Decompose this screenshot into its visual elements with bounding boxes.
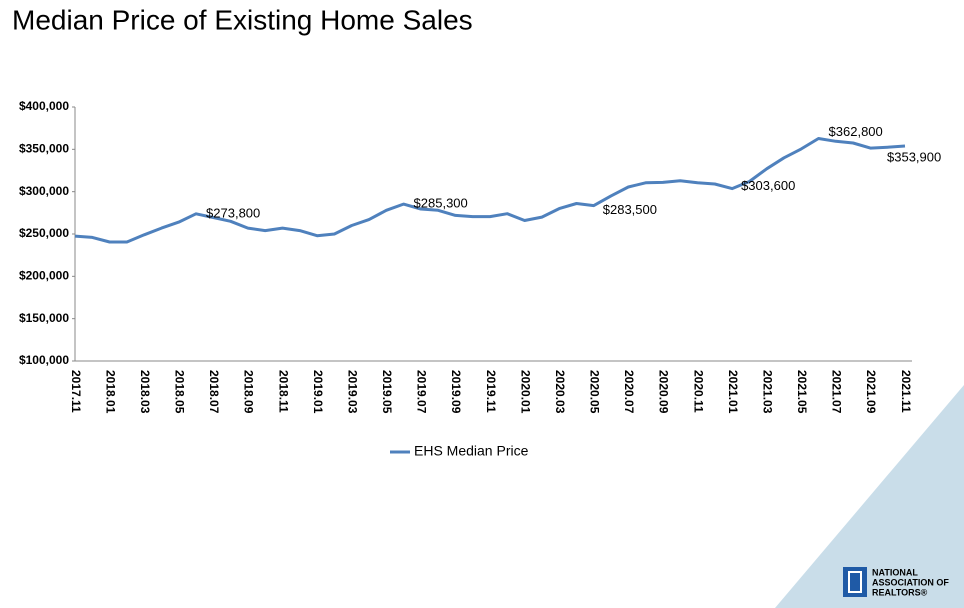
y-tick-label: $100,000	[19, 353, 69, 367]
x-tick-label: 2019.07	[415, 370, 429, 414]
x-tick-label: 2021.05	[795, 370, 809, 414]
x-tick-label: 2018.11	[276, 370, 290, 413]
x-tick-label: 2021.07	[830, 370, 844, 414]
x-tick-label: 2018.07	[207, 370, 221, 414]
data-label: $273,800	[206, 205, 260, 220]
data-label: $283,500	[603, 202, 657, 217]
y-tick-label: $300,000	[19, 184, 69, 198]
decor-triangle	[775, 385, 964, 608]
x-tick-label: 2018.09	[242, 370, 256, 414]
data-label: $362,800	[829, 124, 883, 139]
x-tick-label: 2021.11	[899, 370, 913, 413]
data-label: $303,600	[741, 178, 795, 193]
line	[74, 137, 906, 244]
x-tick-label: 2021.01	[726, 370, 740, 414]
x-tick-label: 2019.11	[484, 370, 498, 413]
x-tick-label: 2020.01	[518, 370, 532, 414]
x-tick-label: 2018.01	[103, 370, 117, 414]
x-tick-label: 2021.09	[864, 370, 878, 414]
logo-text: NATIONAL	[872, 567, 918, 577]
logo: NATIONAL ASSOCIATION OF REALTORS®	[843, 567, 949, 597]
legend-label: EHS Median Price	[414, 443, 529, 459]
x-tick-label: 2018.03	[138, 370, 152, 414]
x-tick-label: 2017.11	[69, 370, 83, 413]
logo-r	[848, 571, 862, 593]
x-tick-label: 2019.03	[345, 370, 359, 414]
chart-title: Median Price of Existing Home Sales	[12, 4, 473, 35]
y-tick-label: $400,000	[19, 99, 69, 113]
data-label: $285,300	[414, 196, 468, 211]
x-tick-label: 2020.05	[588, 370, 602, 414]
x-tick-label: 2019.09	[449, 370, 463, 414]
x-tick-label: 2021.03	[760, 370, 774, 414]
y-tick-label: $250,000	[19, 226, 69, 240]
x-tick-label: 2020.11	[691, 370, 705, 413]
x-tick-label: 2019.05	[380, 370, 394, 414]
data-label: $353,900	[887, 149, 941, 164]
x-tick-label: 2020.09	[657, 370, 671, 414]
logo-text: ASSOCIATION OF	[872, 577, 949, 587]
x-tick-label: 2018.05	[173, 370, 187, 414]
y-tick-label: $150,000	[19, 311, 69, 325]
x-tick-label: 2020.07	[622, 370, 636, 414]
logo-text: REALTORS®	[872, 587, 928, 597]
y-tick-label: $200,000	[19, 269, 69, 283]
y-tick-label: $350,000	[19, 142, 69, 156]
x-tick-label: 2020.03	[553, 370, 567, 414]
x-tick-label: 2019.01	[311, 370, 325, 414]
